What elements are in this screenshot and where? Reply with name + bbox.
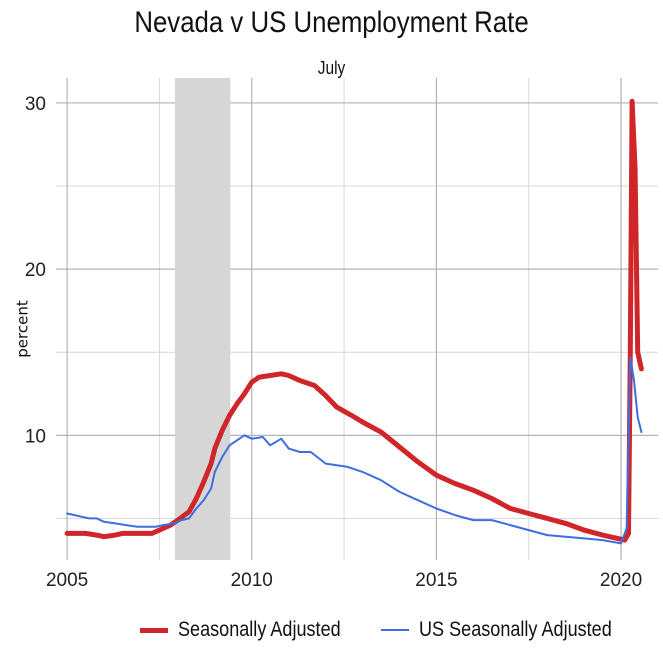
series-line-us-seasonally-adjusted — [66, 356, 643, 545]
series-line-seasonally-adjusted — [64, 98, 644, 543]
legend-label-us-seasonally-adjusted: US Seasonally Adjusted — [419, 618, 612, 641]
chart-title: Nevada v US Unemployment Rate — [134, 6, 529, 39]
chart-subtitle: July — [317, 58, 346, 78]
legend-swatch-us-seasonally-adjusted — [381, 629, 410, 631]
legend-swatch-seasonally-adjusted — [140, 627, 168, 633]
line-chart: 2005 2010 2015 2020 10 20 30 — [25, 78, 658, 591]
x-tick-label: 2010 — [231, 570, 273, 591]
legend-item-us-seasonally-adjusted: US Seasonally Adjusted — [381, 618, 643, 642]
y-tick-label: 30 — [25, 94, 46, 115]
legend-item-seasonally-adjusted: Seasonally Adjusted — [140, 618, 367, 642]
x-tick-label: 2015 — [415, 570, 457, 591]
legend-label-seasonally-adjusted: Seasonally Adjusted — [178, 618, 341, 641]
x-tick-label: 2005 — [46, 570, 88, 591]
y-tick-label: 20 — [25, 260, 46, 281]
y-tick-label: 10 — [25, 426, 46, 447]
x-tick-label: 2020 — [600, 570, 642, 591]
legend: Seasonally Adjusted US Seasonally Adjust… — [140, 618, 657, 642]
